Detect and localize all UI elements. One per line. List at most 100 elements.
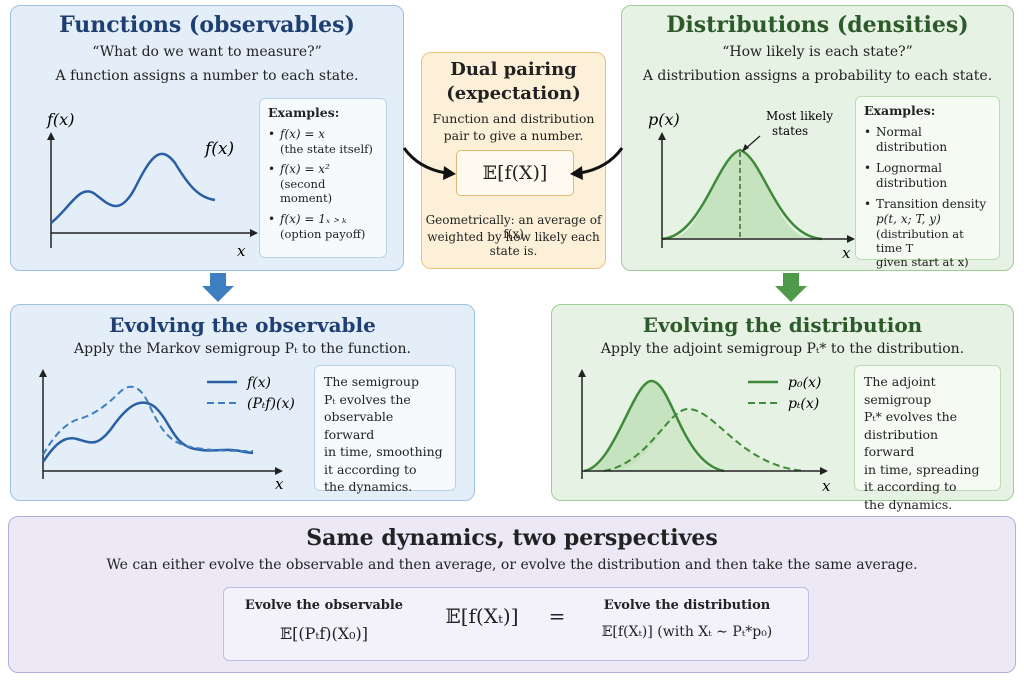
note-line: observable forward: [324, 409, 394, 442]
evolve-observable-panel: Evolving the observable Apply the Markov…: [10, 304, 475, 501]
summary-equals: =: [548, 604, 566, 628]
example-formula: p(t, x; T, y): [876, 211, 941, 226]
summary-equation-box: Evolve the observable 𝔼[(Pₜf)(X₀)] 𝔼[f(X…: [223, 587, 809, 661]
summary-right-label: Evolve the distribution: [603, 598, 771, 613]
p0-curve: [583, 379, 725, 473]
distributions-example-2: • Lognormal distribution: [864, 161, 991, 191]
note-line: Pₜ* evolves the: [864, 409, 958, 424]
example-formula: f(x) = x²: [280, 162, 330, 176]
distributions-question: “How likely is each state?”: [722, 44, 913, 60]
summary-left-label: Evolve the observable: [244, 598, 404, 613]
evolve-observable-plot: f(x) (Pₜf)(x) x: [39, 369, 295, 493]
example-formula: f(x) = x: [280, 126, 326, 141]
note-line: it according to: [324, 461, 417, 477]
functions-axis-y: f(x): [46, 110, 74, 129]
evolve-observable-title: Evolving the observable: [109, 313, 376, 337]
example-note: (option payoff): [280, 226, 366, 241]
summary-description: We can either evolve the observable and …: [106, 557, 918, 573]
functions-examples-header: Examples:: [268, 105, 340, 120]
example-note: (second moment): [280, 177, 333, 206]
note-line: Pₜ evolves the: [324, 391, 411, 407]
example-text: Transition density: [876, 196, 987, 211]
ptf-curve-dashed: [42, 385, 254, 456]
note-line: The adjoint semigroup: [864, 374, 936, 407]
evolve-distribution-plot: p₀(x) pₜ(x) x: [578, 369, 831, 495]
pt-curve: [603, 407, 805, 472]
distributions-description: A distribution assigns a probability to …: [642, 68, 993, 84]
legend-f: f(x): [246, 375, 271, 391]
green-down-arrow-shaft: [783, 273, 799, 287]
distributions-axis-x: x: [842, 244, 851, 262]
summary-left-formula: 𝔼[(Pₜf)(X₀)]: [279, 624, 369, 643]
summary-center-formula: 𝔼[f(Xₜ)]: [445, 604, 519, 628]
distributions-axis-y: p(x): [648, 110, 680, 129]
blue-down-arrowhead: [202, 286, 234, 302]
distributions-example-3: • Transition density p(t, x; T, y) (dist…: [864, 197, 991, 270]
example-text: Lognormal distribution: [876, 160, 948, 190]
functions-example-1: • f(x) = x (the state itself): [268, 126, 373, 156]
distributions-example-1: • Normal distribution: [864, 125, 991, 155]
right-arrowhead: [570, 166, 583, 180]
legend-p0: p₀(x): [788, 375, 821, 391]
note-line: it according to: [864, 479, 957, 494]
density-fill: [672, 150, 810, 238]
distributions-panel: Distributions (densities) “How likely is…: [621, 5, 1014, 271]
evolve-distribution-axis-x: x: [822, 477, 831, 495]
evolve-distribution-description: Apply the adjoint semigroup Pₜ* to the d…: [600, 341, 965, 357]
functions-question: “What do we want to measure?”: [92, 44, 322, 60]
example-formula: f(x) = 1ₓ﹥ₖ: [280, 211, 347, 226]
functions-axis-x: x: [237, 242, 246, 260]
f-curve: [50, 152, 216, 224]
functions-plot: f(x) x f(x): [46, 110, 258, 260]
density-curve: [661, 148, 823, 241]
distributions-title: Distributions (densities): [666, 12, 969, 38]
evolve-observable-note: The semigroup Pₜ evolves the observable …: [314, 365, 456, 494]
note-line: in time, smoothing: [324, 444, 443, 459]
functions-example-2: • f(x) = x² (second moment): [268, 162, 378, 206]
functions-examples: Examples: • f(x) = x (the state itself) …: [259, 98, 387, 258]
distributions-plot: p(x) x Most likely states: [648, 109, 855, 262]
most-likely-label-1: Most likely: [766, 109, 833, 123]
summary-title: Same dynamics, two perspectives: [306, 525, 718, 551]
pairing-title-2: (expectation): [446, 83, 581, 104]
functions-description: A function assigns a number to each stat…: [55, 68, 359, 84]
green-down-arrowhead: [775, 286, 807, 302]
note-line: the dynamics.: [864, 496, 953, 512]
distributions-examples: Examples: • Normal distribution • Lognorma…: [855, 96, 1000, 269]
note-line: The semigroup: [324, 374, 419, 389]
legend-pt: pₜ(x): [788, 396, 819, 412]
example-note: (the state itself): [280, 141, 373, 156]
summary-panel: Same dynamics, two perspectives We can e…: [8, 516, 1016, 673]
blue-down-arrow-shaft: [210, 273, 226, 287]
functions-panel: Functions (observables) “What do we want…: [10, 5, 404, 271]
evolve-distribution-title: Evolving the distribution: [642, 313, 923, 337]
pairing-desc-2: pair to give a number.: [443, 128, 584, 143]
left-arrowhead: [443, 166, 456, 180]
pairing-formula-box: 𝔼[f(X)]: [456, 150, 574, 196]
functions-title: Functions (observables): [59, 12, 355, 38]
f-curve-solid: [41, 401, 254, 463]
pairing-title-1: Dual pairing: [450, 59, 577, 80]
note-line: distribution forward: [864, 426, 939, 460]
evolve-distribution-panel: Evolving the distribution Apply the adjo…: [551, 304, 1014, 512]
summary-right-formula: 𝔼[f(Xₜ)] (with Xₜ ∼ Pₜ*p₀): [601, 624, 773, 640]
pairing-desc-1: Function and distribution: [432, 111, 595, 126]
pairing-panel: Dual pairing (expectation) Function and …: [421, 52, 606, 269]
pairing-geo-2: weighted by how likely each state is.: [427, 230, 600, 258]
left-pairing-arrow: [402, 147, 447, 175]
pt-fill: [624, 409, 794, 470]
example-text: Normal distribution: [876, 124, 948, 154]
legend-ptf: (Pₜf)(x): [247, 396, 295, 412]
functions-example-3: • f(x) = 1ₓ﹥ₖ (option payoff): [268, 211, 366, 241]
most-likely-label-2: states: [772, 124, 808, 138]
pairing-formula: 𝔼[f(X)]: [482, 162, 548, 184]
evolve-observable-description: Apply the Markov semigroup Pₜ to the fun…: [74, 341, 411, 357]
note-line: in time, spreading: [864, 461, 980, 477]
distributions-examples-header: Examples:: [864, 103, 936, 118]
evolve-distribution-note: The adjoint semigroup Pₜ* evolves the di…: [854, 365, 1001, 512]
pairing-geo-1: Geometrically: an average of f(x): [425, 213, 602, 241]
example-note: given start at x): [876, 255, 969, 270]
example-note: (distribution at time T: [876, 226, 964, 255]
evolve-observable-axis-x: x: [275, 475, 284, 493]
